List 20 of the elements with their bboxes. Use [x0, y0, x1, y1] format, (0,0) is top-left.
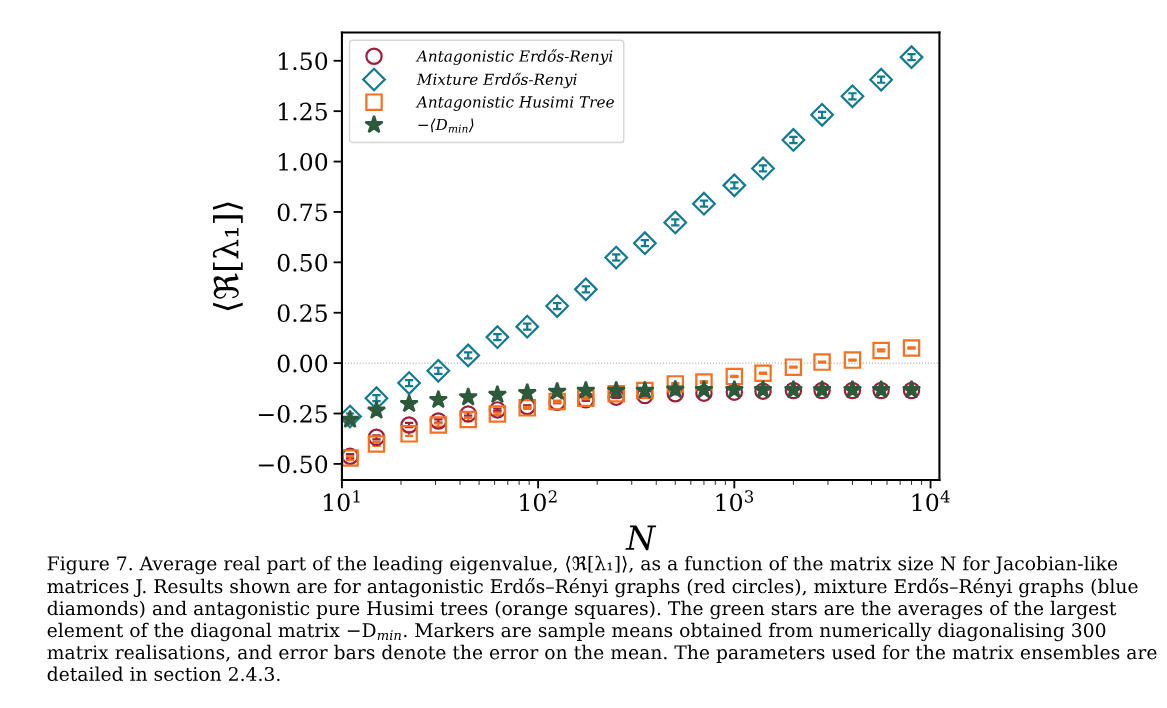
- x-tick-label: 10$^{3}$: [716, 490, 754, 512]
- x-tick-label: 10$^{2}$: [520, 490, 557, 512]
- legend-label: Antagonistic Husimi Tree: [415, 96, 614, 111]
- x-tick-label: 10$^{4}$: [912, 490, 950, 512]
- y-tick-label: 1.25: [279, 102, 327, 121]
- legend-label: Antagonistic Erdős-Renyi: [415, 49, 613, 65]
- x-axis-title: N: [625, 525, 657, 551]
- y-tick-label: 1.50: [279, 52, 328, 71]
- y-tick-label: −0.50: [258, 455, 328, 474]
- y-tick-label: −0.25: [258, 404, 327, 423]
- y-axis-title: ⟨ℜ[λ₁]⟩: [212, 202, 243, 311]
- x-tick-label: 10$^{1}$: [324, 490, 360, 512]
- caption: Figure 7. Average real part of the leading eigenvalue, ⟨ℜ[λ₁]⟩, as a function of the matrix size N for Jacobian-like matrices J. Results shown are for antagonistic Erdős–Rényi graphs (red circles), mixture Erdős–Rényi graphs (blue diamonds) and antagonistic pure Husimi trees (orange squares). The green stars are the averages of the largest element of the diagonal matrix −D$_{min}$. Markers are sample means obtained from numerically diagonalising 300 matrix realisations, and error bars denote the error on the mean. The parameters used for the matrix ensembles are detailed in section 2.4.3.: [47, 555, 1157, 682]
- legend-label: Mixture Erdős-Renyi: [416, 72, 577, 89]
- y-tick-label: 0.50: [277, 253, 328, 272]
- y-tick-label: 0.75: [277, 203, 327, 222]
- y-tick-label: 0.00: [277, 354, 328, 373]
- legend-label: −⟨D$_{min}$⟩: [418, 118, 474, 133]
- y-tick-label: 1.00: [279, 153, 328, 171]
- y-tick-label: 0.25: [277, 304, 327, 323]
